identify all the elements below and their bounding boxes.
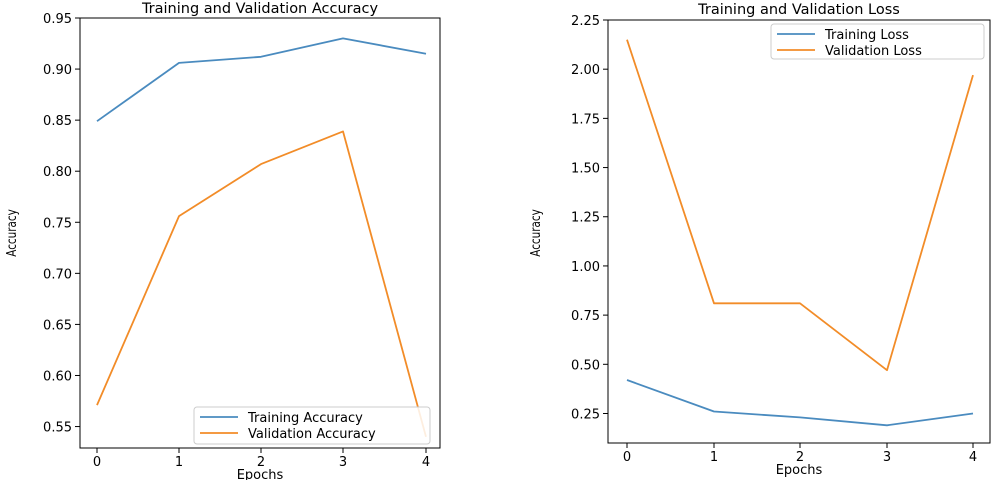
loss-xtick-label: 3	[883, 450, 891, 465]
training-accuracy-line	[96, 37, 427, 122]
legend-box	[770, 23, 985, 60]
accuracy-xtick-label: 2	[257, 455, 265, 470]
accuracy-ytick-label: 0.55	[43, 421, 72, 436]
loss-ytick-label: 1.75	[571, 112, 600, 127]
accuracy-ytick-label: 0.65	[43, 318, 72, 333]
loss-ytick-label: 2.25	[571, 14, 600, 29]
loss-ytick-label: 1.25	[571, 211, 600, 226]
loss-ytick-label: 0.50	[571, 358, 600, 373]
accuracy-ytick-label: 0.60	[43, 369, 72, 384]
loss-xtick-label: 2	[796, 450, 804, 465]
accuracy-xtick-label: 4	[422, 455, 430, 470]
accuracy-ytick-label: 0.80	[43, 165, 72, 180]
accuracy-ytick-label: 0.75	[43, 216, 72, 231]
loss-chart: 0.25 0.50 0.75 1.00 1.25 1.50 1.75 2.00 2.25 0 1 2 3…	[528, 2, 991, 478]
loss-ytick-label: 1.00	[571, 260, 600, 275]
loss-xtick-label: 4	[969, 450, 977, 465]
accuracy-xlabel: Epochs	[237, 468, 284, 480]
accuracy-ytick-label: 0.95	[43, 12, 72, 27]
accuracy-title: Training and Validation Accuracy	[141, 1, 379, 17]
training-loss-line	[626, 379, 974, 427]
accuracy-xtick-label: 3	[339, 455, 347, 470]
accuracy-axes-frame	[79, 17, 441, 449]
loss-ylabel: Accuracy	[528, 209, 543, 256]
accuracy-xtick-label: 0	[93, 455, 101, 470]
loss-xtick-label: 1	[710, 450, 718, 465]
accuracy-ytick-label: 0.90	[43, 63, 72, 78]
loss-xlabel: Epochs	[776, 463, 823, 478]
loss-ytick-label: 0.75	[571, 309, 600, 324]
accuracy-chart: 0.55 0.60 0.65 0.70 0.75 0.80 0.85 0.90 0.95 0 1 2 3…	[4, 1, 441, 480]
accuracy-ytick-label: 0.85	[43, 114, 72, 129]
validation-accuracy-legend-label: Validation Accuracy	[248, 427, 376, 442]
legend-box	[193, 406, 431, 445]
loss-axes-frame	[607, 19, 991, 444]
loss-xtick-label: 0	[623, 450, 631, 465]
accuracy-ylabel: Accuracy	[4, 209, 19, 256]
validation-loss-legend-label: Validation Loss	[825, 44, 922, 59]
validation-loss-line	[626, 39, 974, 372]
accuracy-ytick-label: 0.70	[43, 267, 72, 282]
loss-ytick-label: 0.25	[571, 407, 600, 422]
loss-ytick-label: 2.00	[571, 63, 600, 78]
accuracy-xtick-label: 1	[175, 455, 183, 470]
validation-accuracy-line	[96, 130, 427, 438]
loss-ytick-label: 1.50	[571, 162, 600, 177]
training-accuracy-legend-label: Training Accuracy	[247, 411, 363, 426]
loss-title: Training and Validation Loss	[697, 2, 900, 18]
training-loss-legend-label: Training Loss	[824, 28, 909, 43]
